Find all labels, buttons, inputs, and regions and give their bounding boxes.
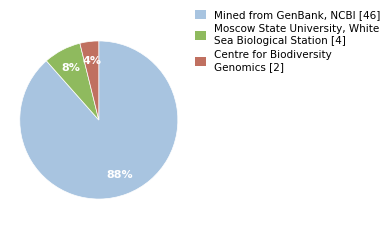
Text: 88%: 88% — [106, 170, 133, 180]
Legend: Mined from GenBank, NCBI [46], Moscow State University, White
Sea Biological Sta: Mined from GenBank, NCBI [46], Moscow St… — [195, 10, 380, 72]
Wedge shape — [20, 41, 178, 199]
Wedge shape — [46, 43, 99, 120]
Text: 4%: 4% — [82, 56, 101, 66]
Text: 8%: 8% — [62, 62, 81, 72]
Wedge shape — [80, 41, 99, 120]
